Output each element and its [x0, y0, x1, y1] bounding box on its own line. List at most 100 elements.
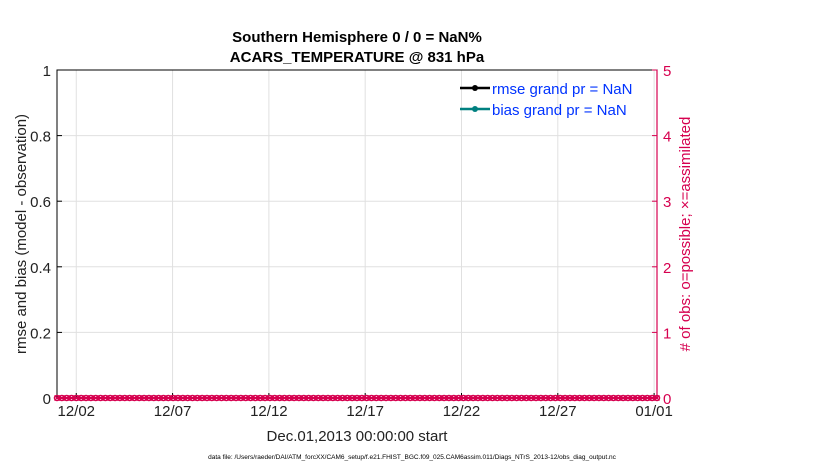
obs-marker-assimilated	[460, 395, 467, 401]
obs-marker-assimilated	[591, 395, 598, 401]
x-tick-label: 12/12	[250, 403, 288, 420]
obs-marker-assimilated	[310, 395, 317, 401]
obs-marker-assimilated	[102, 395, 109, 401]
x-tick-label: 12/22	[443, 403, 481, 420]
y-tick-label: 1	[43, 63, 51, 80]
obs-marker-assimilated	[615, 395, 622, 401]
obs-marker-assimilated	[228, 395, 235, 401]
obs-marker-assimilated	[441, 395, 448, 401]
obs-marker-assimilated	[266, 395, 273, 401]
obs-marker-assimilated	[233, 395, 239, 401]
obs-marker-assimilated	[397, 395, 404, 401]
obs-marker-assimilated	[262, 395, 269, 401]
obs-marker-assimilated	[504, 395, 510, 401]
obs-marker-assimilated	[450, 395, 457, 401]
obs-marker-assimilated	[87, 395, 94, 401]
obs-marker-assimilated	[508, 395, 515, 401]
obs-marker-assimilated	[387, 395, 394, 401]
obs-marker-assimilated	[83, 395, 89, 401]
obs-marker-assimilated	[252, 395, 259, 401]
obs-marker-assimilated	[160, 395, 167, 401]
obs-marker-assimilated	[363, 395, 370, 401]
obs-marker-assimilated	[528, 395, 535, 401]
obs-marker-assimilated	[416, 395, 423, 401]
obs-marker-assimilated	[204, 395, 210, 401]
y-right-tick-label: 2	[663, 260, 671, 277]
obs-marker-assimilated	[479, 395, 486, 401]
obs-marker-assimilated	[533, 395, 539, 401]
obs-marker-assimilated	[300, 395, 307, 401]
obs-marker-assimilated	[155, 395, 162, 401]
x-tick-label: 12/17	[346, 403, 384, 420]
obs-marker-assimilated	[436, 395, 443, 401]
legend: rmse grand pr = NaN bias grand pr = NaN	[460, 81, 632, 119]
obs-marker-assimilated	[170, 395, 177, 401]
obs-marker-assimilated	[107, 395, 114, 401]
x-tick-label: 12/02	[57, 403, 95, 420]
obs-marker-assimilated	[421, 395, 428, 401]
obs-marker-assimilated	[494, 395, 501, 401]
obs-marker-assimilated	[179, 395, 186, 401]
obs-marker-assimilated	[581, 395, 588, 401]
obs-marker-assimilated	[412, 395, 419, 401]
obs-marker-assimilated	[237, 395, 244, 401]
x-tick-label: 01/01	[635, 403, 673, 420]
obs-marker-assimilated	[165, 395, 172, 401]
obs-marker-assimilated	[208, 395, 215, 401]
obs-marker-assimilated	[562, 395, 569, 401]
obs-marker-assimilated	[150, 395, 157, 401]
obs-marker-assimilated	[605, 395, 612, 401]
obs-marker-assimilated	[344, 395, 351, 401]
y-right-tick-label: 3	[663, 194, 671, 211]
obs-marker-assimilated	[218, 395, 225, 401]
obs-marker-assimilated	[78, 395, 85, 401]
obs-marker-assimilated	[325, 395, 331, 401]
legend-bias-label: bias grand pr = NaN	[492, 102, 627, 119]
obs-marker-assimilated	[571, 395, 578, 401]
obs-marker-assimilated	[368, 395, 375, 401]
obs-marker-assimilated	[184, 395, 191, 401]
obs-marker-assimilated	[286, 395, 293, 401]
obs-marker-assimilated	[257, 395, 264, 401]
obs-marker-assimilated	[373, 395, 380, 401]
obs-marker-assimilated	[213, 395, 220, 401]
obs-marker-assimilated	[295, 395, 302, 401]
obs-marker-assimilated	[73, 395, 80, 401]
obs-marker-assimilated	[223, 395, 230, 401]
obs-marker-assimilated	[54, 395, 60, 401]
obs-marker-assimilated	[629, 395, 636, 401]
obs-marker-assimilated	[68, 395, 75, 401]
y-tick-label: 0.2	[30, 325, 51, 342]
obs-marker-assimilated	[470, 395, 477, 401]
obs-marker-assimilated	[499, 395, 506, 401]
obs-marker-assimilated	[136, 395, 143, 401]
y-tick-label: 0.4	[30, 260, 51, 277]
obs-marker-assimilated	[639, 395, 646, 401]
obs-marker-assimilated	[383, 395, 389, 401]
y-tick-label: 0.6	[30, 194, 51, 211]
legend-bias-marker	[472, 106, 478, 112]
grid	[57, 69, 657, 399]
obs-marker-assimilated	[329, 395, 336, 401]
obs-marker-assimilated	[194, 395, 201, 401]
y-tick-label: 0.8	[30, 129, 51, 146]
obs-marker-assimilated	[271, 395, 278, 401]
obs-marker-assimilated	[523, 395, 530, 401]
obs-marker-assimilated	[445, 395, 452, 401]
obs-marker-assimilated	[320, 395, 327, 401]
footer-data-file: data file: /Users/raeder/DAI/ATM_forcXX/…	[208, 454, 617, 461]
obs-marker-assimilated	[518, 395, 525, 401]
y-right-tick-label: 0	[663, 391, 671, 408]
obs-marker-assimilated	[402, 395, 409, 401]
y-right-tick-label: 4	[663, 129, 671, 146]
obs-marker-assimilated	[276, 395, 283, 401]
obs-marker-assimilated	[586, 395, 593, 401]
obs-marker-assimilated	[58, 395, 65, 401]
obs-marker-assimilated	[145, 395, 152, 401]
y-right-tick-label: 1	[663, 325, 671, 342]
obs-marker-assimilated	[126, 395, 133, 401]
obs-marker-assimilated	[537, 395, 544, 401]
ticks: 12/02 12/07 12/12 12/17 12/22 12/27 01/0100.20…	[30, 63, 673, 420]
obs-marker-assimilated	[291, 395, 298, 401]
